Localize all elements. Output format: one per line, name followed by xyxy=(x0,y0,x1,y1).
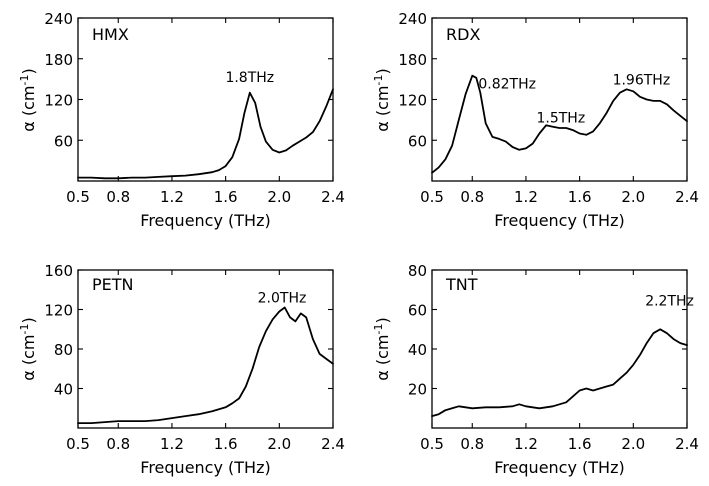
y-tick-label: 180 xyxy=(44,51,73,69)
spectrum-line xyxy=(431,74,688,174)
x-tick-label: 0.8 xyxy=(106,188,130,206)
x-axis-title: Frequency (THz) xyxy=(494,458,624,477)
x-tick-label: 0.5 xyxy=(66,188,90,206)
y-tick-label: 120 xyxy=(398,92,427,110)
peak-annotation: 2.2THz xyxy=(645,294,694,310)
x-axis-title: Frequency (THz) xyxy=(140,458,270,477)
peak-annotation: 1.8THz xyxy=(225,70,274,86)
y-tick-label: 60 xyxy=(408,132,427,150)
y-axis-title-close: ) xyxy=(373,317,392,323)
x-axis-title: Frequency (THz) xyxy=(494,211,624,230)
peak-annotation: 2.0THz xyxy=(258,291,307,307)
y-tick-label: 120 xyxy=(44,92,73,110)
x-tick-label: 0.8 xyxy=(460,188,484,206)
y-axis-title: α (cm-1) xyxy=(18,317,38,380)
panel-label: PETN xyxy=(92,275,134,294)
panel-hmx: 0.5 0.8 1.2 1.6 2.0 2.4 60 120 180 240 Frequency (… xyxy=(18,10,345,230)
x-tick-label: 2.0 xyxy=(267,435,291,453)
x-tick-label: 1.6 xyxy=(568,188,592,206)
panel-rdx: 0.5 0.8 1.2 1.6 2.0 2.4 60 120 180 240 Frequency (… xyxy=(372,10,699,230)
x-tick-label: 0.5 xyxy=(420,188,444,206)
y-axis-title-close: ) xyxy=(373,68,392,74)
x-tick-label: 1.2 xyxy=(514,435,538,453)
peak-annotation: 1.5THz xyxy=(536,111,585,127)
x-tick-label: 2.4 xyxy=(321,435,345,453)
x-tick-label: 1.6 xyxy=(214,188,238,206)
y-tick-label: 20 xyxy=(408,381,427,399)
y-tick-label: 60 xyxy=(408,302,427,320)
x-tick-label: 1.6 xyxy=(214,435,238,453)
x-tick-label: 0.8 xyxy=(106,435,130,453)
x-tick-label: 1.6 xyxy=(568,435,592,453)
y-axis-title-exponent: -1 xyxy=(372,75,385,86)
y-axis-title: α (cm-1) xyxy=(372,68,392,131)
x-axis-title: Frequency (THz) xyxy=(140,211,270,230)
x-tick-label: 1.2 xyxy=(514,188,538,206)
y-axis-title-main: α (cm xyxy=(373,334,392,380)
x-tick-label: 1.2 xyxy=(160,435,184,453)
panel-label: TNT xyxy=(445,275,478,294)
y-axis-title-close: ) xyxy=(19,317,38,323)
y-axis-title: α (cm-1) xyxy=(372,317,392,380)
x-tick-label: 2.4 xyxy=(675,435,699,453)
y-axis-title-exponent: -1 xyxy=(372,324,385,335)
spectrum-line xyxy=(77,88,334,180)
x-tick-label: 2.4 xyxy=(321,188,345,206)
x-tick-label: 1.2 xyxy=(160,188,184,206)
peak-annotation: 0.82THz xyxy=(478,77,536,93)
x-tick-label: 2.0 xyxy=(267,188,291,206)
y-axis-title: α (cm-1) xyxy=(18,68,38,131)
panel-tnt: 0.5 0.8 1.2 1.6 2.0 2.4 20 40 60 80 Frequency (THz… xyxy=(372,262,699,477)
y-tick-label: 60 xyxy=(54,132,73,150)
x-tick-label: 0.5 xyxy=(66,435,90,453)
y-tick-label: 240 xyxy=(44,10,73,28)
x-tick-label: 0.5 xyxy=(420,435,444,453)
y-axis-title-close: ) xyxy=(19,68,38,74)
spectrum-line xyxy=(77,306,334,425)
y-axis-title-exponent: -1 xyxy=(18,75,31,86)
peak-annotation: 1.96THz xyxy=(613,73,671,89)
panel-label: HMX xyxy=(92,25,129,44)
y-tick-label: 160 xyxy=(44,262,73,280)
y-axis-title-main: α (cm xyxy=(19,85,38,131)
y-tick-label: 240 xyxy=(398,10,427,28)
x-tick-label: 0.8 xyxy=(460,435,484,453)
y-tick-label: 180 xyxy=(398,51,427,69)
x-tick-label: 2.4 xyxy=(675,188,699,206)
y-tick-label: 120 xyxy=(44,302,73,320)
y-tick-label: 40 xyxy=(408,341,427,359)
spectrum-line xyxy=(431,328,688,418)
x-tick-label: 2.0 xyxy=(621,435,645,453)
panel-label: RDX xyxy=(446,25,480,44)
y-axis-title-main: α (cm xyxy=(19,334,38,380)
y-tick-label: 40 xyxy=(54,381,73,399)
y-tick-label: 80 xyxy=(408,262,427,280)
y-axis-title-main: α (cm xyxy=(373,85,392,131)
y-tick-label: 80 xyxy=(54,341,73,359)
panel-petn: 0.5 0.8 1.2 1.6 2.0 2.4 40 80 120 160 Frequency (T… xyxy=(18,262,345,477)
y-axis-title-exponent: -1 xyxy=(18,324,31,335)
x-tick-label: 2.0 xyxy=(621,188,645,206)
